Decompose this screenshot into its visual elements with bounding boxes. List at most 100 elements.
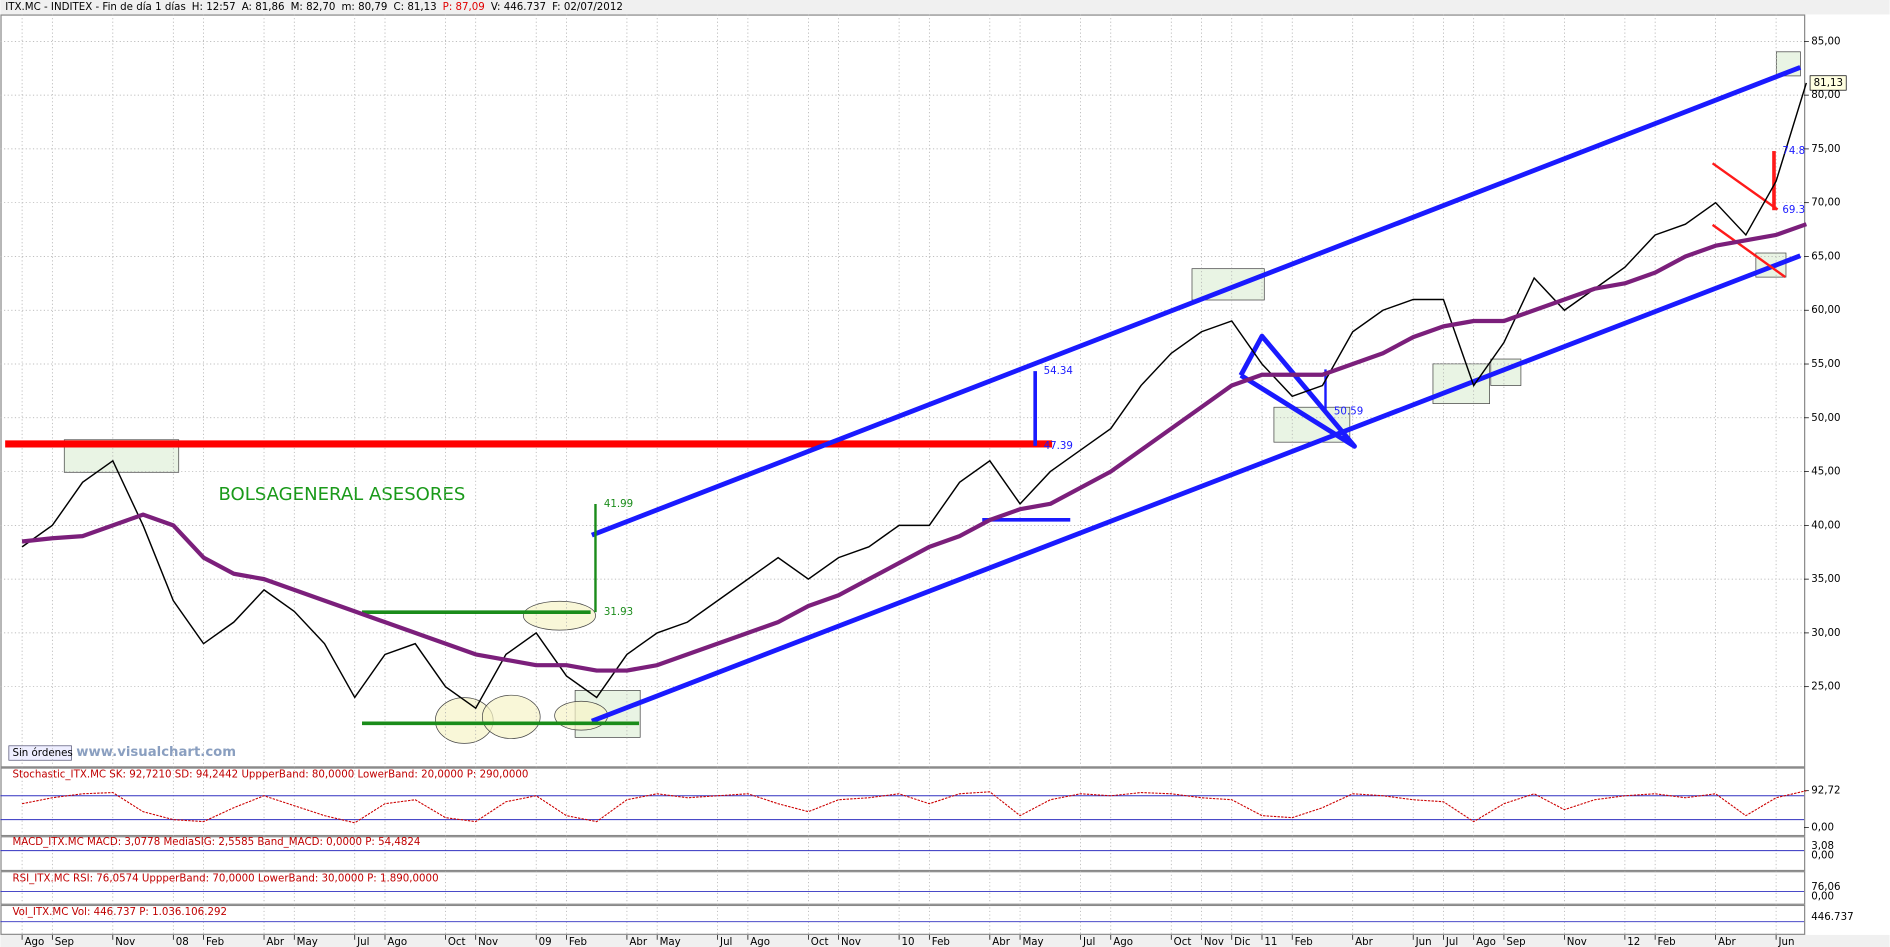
x-tick-label: May (297, 936, 318, 947)
box (1432, 363, 1490, 404)
x-tick-label: Ago (750, 936, 770, 947)
x-axis-bar (0, 934, 1890, 947)
last-value-label: 81,13 (1814, 77, 1843, 89)
series-line-thick (21, 222, 1808, 673)
x-tick-label: Feb (1658, 936, 1676, 947)
header-item: A: 81,86 (242, 1, 285, 13)
y-tick-label: 80,00 (1811, 89, 1840, 101)
y-tick-label: 0,00 (1811, 890, 1834, 902)
x-tick-label: Jul (1445, 936, 1458, 947)
main-frame (0, 14, 1806, 768)
x-tick-label: 10 (902, 936, 915, 947)
x-tick-label: Jun (1778, 936, 1795, 947)
stoch-frame (0, 767, 1806, 837)
url: www.visualchart.com (76, 745, 236, 760)
header-item: V: 446.737 (491, 1, 546, 13)
x-tick-label: 08 (176, 936, 189, 947)
ellipse (481, 694, 541, 739)
x-tick-label: Nov (1567, 936, 1587, 947)
x-tick-label: Nov (841, 936, 861, 947)
y-tick-label: 0,00 (1811, 849, 1834, 861)
status-box[interactable] (8, 745, 72, 761)
y-tick-label: 55,00 (1811, 358, 1840, 370)
x-tick-label: Abr (1718, 936, 1736, 947)
highlight-ellipses (434, 600, 609, 744)
header-item: m: 80,79 (341, 1, 387, 13)
rsi-frame (0, 871, 1806, 905)
x-tick-label: Jul (356, 936, 369, 947)
header-item: C: 81,13 (393, 1, 436, 13)
macd-frame (0, 836, 1806, 872)
x-tick-label: Nov (1204, 936, 1224, 947)
y-tick-label: 50,00 (1811, 412, 1840, 424)
x-tick-label: Abr (992, 936, 1010, 947)
series-line (21, 790, 1807, 824)
last-value-box (1809, 75, 1847, 91)
header-item: ITX.MC - INDITEX - Fin de día 1 días (5, 1, 186, 13)
x-tick-label: Jul (1082, 936, 1095, 947)
y-tick-label: 85,00 (1811, 35, 1840, 47)
panel-title: RSI_ITX.MC RSI: 76,0574 UppperBand: 70,0… (12, 872, 438, 884)
x-tick-label: Oct (811, 936, 829, 947)
x-tick-label: Feb (569, 936, 587, 947)
trend-line (590, 65, 1802, 538)
annotation: 54.34 (1044, 365, 1073, 377)
annotation: 69.3 (1782, 204, 1805, 216)
y-tick-label: 446.737 (1811, 911, 1853, 923)
status[interactable]: Sin órdenes (12, 747, 72, 759)
panel-title: Vol_ITX.MC Vol: 446.737 P: 1.036.106.292 (12, 906, 227, 918)
x-tick-label: May (660, 936, 681, 947)
y-tick-label: 92,72 (1811, 785, 1840, 797)
panel-title: Stochastic_ITX.MC SK: 92,7210 SD: 94,244… (12, 769, 528, 781)
x-tick-label: 12 (1627, 936, 1640, 947)
x-tick-label: Nov (478, 936, 498, 947)
y-tick-label: 35,00 (1811, 573, 1840, 585)
ellipse (522, 600, 596, 631)
x-tick-label: Jun (1415, 936, 1432, 947)
annotation: 31.93 (604, 606, 633, 618)
x-tick-label: Abr (629, 936, 647, 947)
y-tick-label: 45,00 (1811, 466, 1840, 478)
x-tick-label: Ago (1476, 936, 1496, 947)
header-bar (0, 0, 1890, 15)
header-item: F: 02/07/2012 (552, 1, 623, 13)
y-tick-label: 0,00 (1811, 822, 1834, 834)
x-tick-label: Sep (55, 936, 74, 947)
x-tick-label: Oct (1174, 936, 1192, 947)
y-tick-label: 65,00 (1811, 250, 1840, 262)
y-tick-label: 40,00 (1811, 519, 1840, 531)
trend-line (1711, 162, 1779, 211)
x-tick-label: Ago (25, 936, 45, 947)
x-tick-label: Abr (266, 936, 284, 947)
y-tick-label: 25,00 (1811, 681, 1840, 693)
x-tick-label: 11 (1264, 936, 1277, 947)
watermark: BOLSAGENERAL ASESORES (218, 484, 465, 505)
annotation: 47.39 (1044, 440, 1073, 452)
x-tick-label: Sep (1506, 936, 1525, 947)
y-tick-label: 60,00 (1811, 304, 1840, 316)
header-item: H: 12:57 (192, 1, 236, 13)
y-tick-label: 75,00 (1811, 143, 1840, 155)
x-tick-label: 09 (539, 936, 552, 947)
x-tick-label: Jul (719, 936, 732, 947)
y-tick-label: 3,08 (1811, 840, 1834, 852)
x-tick-label: Feb (932, 936, 950, 947)
x-tick-label: Dic (1234, 936, 1250, 947)
annotation: 50.59 (1334, 405, 1363, 417)
x-tick-label: Ago (1113, 936, 1133, 947)
y-tick-label: 76,06 (1811, 881, 1840, 893)
y-tick-label: 30,00 (1811, 627, 1840, 639)
annotation: 41.99 (604, 498, 633, 510)
series-line (21, 82, 1808, 710)
trend-line (1711, 223, 1786, 278)
x-tick-label: May (1022, 936, 1043, 947)
box (1191, 268, 1265, 301)
y-tick-label: 70,00 (1811, 197, 1840, 209)
header: ITX.MC - INDITEX - Fin de día 1 días H: 1… (5, 1, 623, 13)
x-tick-label: Oct (448, 936, 466, 947)
x-tick-label: Ago (387, 936, 407, 947)
x-tick-label: Nov (115, 936, 135, 947)
panel-title: MACD_ITX.MC MACD: 3,0778 MediaSIG: 2,558… (12, 836, 420, 848)
x-tick-label: Abr (1355, 936, 1373, 947)
